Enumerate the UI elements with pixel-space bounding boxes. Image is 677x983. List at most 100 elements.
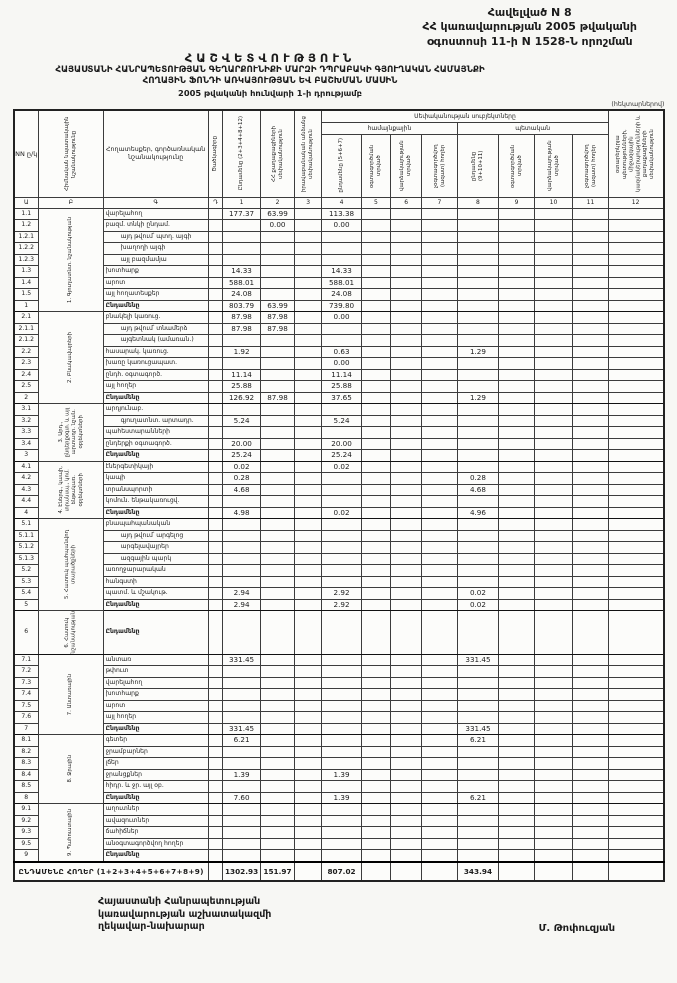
cell-c3 (294, 437, 323, 451)
cell-c12 (607, 803, 665, 816)
cell-c2 (259, 676, 296, 690)
section-category: 8. Ջրային (37, 734, 104, 805)
cell-c4 (321, 745, 362, 759)
cell-c8 (456, 610, 500, 655)
cell-c7 (421, 449, 458, 462)
cell-c6 (389, 610, 423, 655)
cell-c3 (294, 803, 323, 816)
cell-c3 (294, 757, 323, 770)
cell-c7 (421, 391, 458, 405)
cell-code (207, 814, 224, 828)
cell-c6 (389, 699, 423, 713)
cell-c4 (321, 242, 362, 255)
cell-c9 (498, 495, 535, 508)
cell-c8: 0.02 (456, 587, 500, 600)
cell-c9 (498, 403, 535, 416)
group-header-ownership: Սեփականության սուբյեկտները (321, 109, 609, 123)
cell-c6 (389, 368, 423, 382)
cell-c6 (389, 472, 423, 485)
cell-c3 (294, 598, 323, 612)
cell-c4: 1.39 (321, 791, 362, 805)
cell-c4: 0.02 (321, 506, 362, 520)
cell-c8 (456, 426, 500, 439)
cell-code (207, 757, 224, 770)
cell-c3 (294, 357, 323, 370)
cell-code (207, 688, 224, 701)
section-category-label: 2. Բնակավայրերի (67, 332, 74, 384)
cell-c10 (533, 334, 574, 347)
row-label: բնակելի կառուց. (102, 311, 209, 324)
row-label: արգելավայրեր (102, 541, 209, 554)
cell-c3 (294, 219, 323, 232)
cell-c2 (259, 564, 296, 577)
cell-c12 (607, 711, 665, 724)
cell-c4 (321, 780, 362, 793)
cell-c10 (533, 575, 574, 589)
cell-code (207, 598, 224, 612)
cell-c7 (421, 265, 458, 278)
cell-c3 (294, 564, 323, 577)
cell-c8: 331.45 (456, 653, 500, 667)
cell-code (207, 288, 224, 301)
table-row: 3.3 պահեստարանների (13, 426, 665, 439)
cell-c6 (389, 541, 423, 554)
row-label: այլ հողեր (102, 711, 209, 724)
cell-code (207, 653, 224, 667)
cell-c7 (421, 653, 458, 667)
cell-c12 (607, 311, 665, 324)
cell-c11 (572, 472, 609, 485)
cell-c4: 113.38 (321, 207, 362, 221)
cell-c5 (360, 826, 391, 839)
cell-code (207, 552, 224, 566)
cell-c12 (607, 849, 665, 863)
row-label: Ընդամենը (102, 506, 209, 520)
cell-c8 (456, 552, 500, 566)
cell-c4 (321, 688, 362, 701)
cell-c7 (421, 242, 458, 255)
cell-c9 (498, 826, 535, 839)
cell-c5 (360, 357, 391, 370)
cell-code (207, 711, 224, 724)
cell-c9 (498, 357, 535, 370)
cell-c2 (259, 688, 296, 701)
cell-c10 (533, 518, 574, 531)
cell-c4 (321, 575, 362, 589)
cell-c7 (421, 587, 458, 600)
row-nn: 1.2.3 (13, 253, 39, 267)
cell-c5 (360, 380, 391, 393)
cell-c7 (421, 722, 458, 736)
cell-c6 (389, 437, 423, 451)
cell-c8 (456, 495, 500, 508)
col-header-state-total: ընդամենը (9+10+11) (456, 133, 500, 198)
table-row: 4.4 կոմուն. ենթակառուցվ. (13, 495, 665, 508)
cell-c12 (607, 357, 665, 370)
cell-c1: 87.98 (222, 322, 261, 336)
cell-c10 (533, 219, 574, 232)
cell-c2 (259, 426, 296, 439)
section-category: 1. Գյուղատնտ. նշանակության (37, 207, 104, 313)
cell-c1 (222, 564, 261, 577)
cell-c10 (533, 276, 574, 290)
cell-c12 (607, 334, 665, 347)
row-label: կոմուն. ենթակառուցվ. (102, 495, 209, 508)
cell-c5 (360, 483, 391, 497)
cell-c1: 4.98 (222, 506, 261, 520)
row-label: գյուղատնտ. արտադր. (102, 414, 209, 428)
cell-c9 (498, 734, 535, 747)
table-row: 5.1.2 արգելավայրեր (13, 541, 665, 554)
cell-c2 (259, 518, 296, 531)
section-category-label: 4. Էներգ., կապի, տրանսպ., կոմ. ենթակառ. … (57, 466, 84, 514)
cell-c1: 25.24 (222, 449, 261, 462)
table-row: 8.4 ջրանցքներ 1.39 1.39 (13, 768, 665, 782)
cell-c1 (222, 757, 261, 770)
cell-c7 (421, 564, 458, 577)
table-row: 7.4 խոտհարք (13, 688, 665, 701)
cell-c12 (607, 288, 665, 301)
row-nn: 9.2 (13, 814, 39, 828)
cell-c5 (360, 495, 391, 508)
col-header-category: Հիմնական նպատակային նշանակությունը (37, 109, 104, 198)
cell-c8 (456, 711, 500, 724)
cell-c3 (294, 265, 323, 278)
cell-c11 (572, 653, 609, 667)
cell-c4: 0.63 (321, 345, 362, 359)
